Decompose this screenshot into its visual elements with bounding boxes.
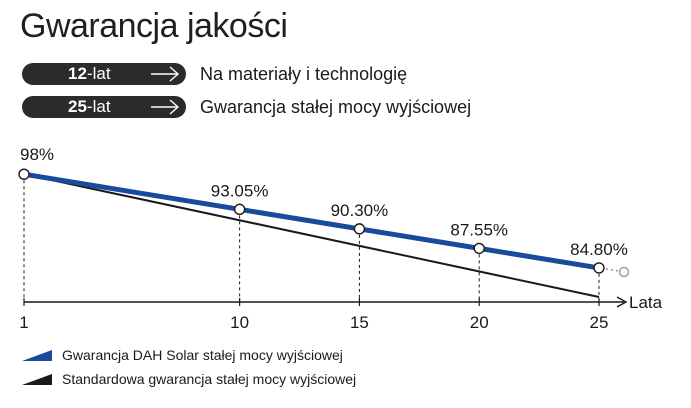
- legend-swatch-standard: [22, 374, 52, 385]
- x-tick-label: 1: [19, 313, 28, 332]
- legend-label: Standardowa gwarancja stałej mocy wyjści…: [62, 371, 357, 387]
- warranty-years: 12-lat: [68, 64, 111, 83]
- warranty-row-materials: 12-lat Na materiały i technologię: [22, 62, 407, 86]
- x-tick-label: 10: [230, 313, 249, 332]
- arrow-right-icon: [151, 66, 180, 82]
- warranty-description: Na materiały i technologię: [200, 64, 408, 84]
- standard-series-line: [23, 173, 600, 299]
- x-tick-label: 15: [350, 313, 369, 332]
- arrow-right-icon: [151, 99, 180, 115]
- legend-item-dah: Gwarancja DAH Solar stałej mocy wyjściow…: [22, 347, 343, 363]
- dah-point-label: 84.80%: [570, 240, 628, 259]
- dah-point: [473, 242, 485, 255]
- legend-label: Gwarancja DAH Solar stałej mocy wyjściow…: [62, 347, 343, 363]
- dah-point-label: 93.05%: [211, 181, 269, 200]
- legend-swatch-dah: [22, 350, 52, 361]
- dah-point: [353, 223, 366, 235]
- dah-point-label: 90.30%: [331, 201, 389, 220]
- power-warranty-chart: 1 10 15 20 25 Lata 98% 93.05% 90.30% 87.55% 84.80%: [18, 145, 663, 332]
- dah-point-label: 98%: [20, 145, 54, 164]
- dah-point-label: 87.55%: [450, 220, 508, 239]
- x-tick-label: 25: [590, 313, 609, 332]
- dah-point: [18, 168, 30, 180]
- warranty-description: Gwarancja stałej mocy wyjściowej: [200, 97, 472, 117]
- legend-item-standard: Standardowa gwarancja stałej mocy wyjści…: [22, 371, 356, 387]
- warranty-years: 25-lat: [68, 97, 111, 116]
- warranty-pill: 25-lat: [22, 96, 186, 118]
- dah-point: [593, 262, 605, 274]
- warranty-row-power: 25-lat Gwarancja stałej mocy wyjściowej: [22, 95, 471, 119]
- x-axis-label: Lata: [629, 293, 663, 312]
- dah-series-line: [23, 171, 600, 271]
- x-axis-arrow: [616, 296, 628, 308]
- x-tick-label: 20: [470, 313, 489, 332]
- page-title: Gwarancja jakości: [20, 7, 288, 45]
- warranty-pill: 12-lat: [22, 63, 186, 85]
- dah-extension-marker: [618, 266, 630, 278]
- dah-extension-dots: [605, 268, 619, 272]
- dah-point: [233, 203, 246, 216]
